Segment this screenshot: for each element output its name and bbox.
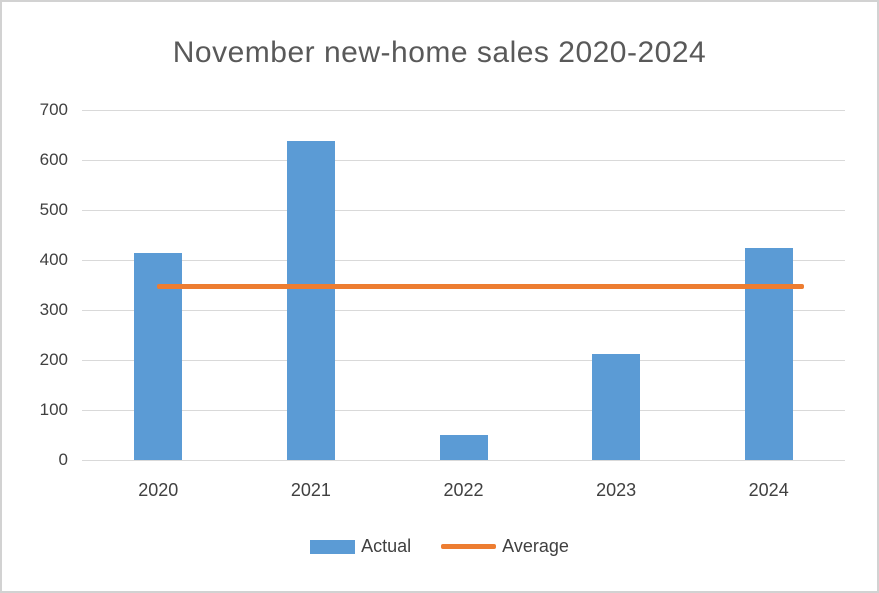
x-tick-label: 2021 <box>290 480 331 500</box>
legend-swatch-average <box>441 544 497 549</box>
y-tick-label: 300 <box>39 300 68 319</box>
legend-label: Actual <box>361 536 412 556</box>
average-line <box>157 283 804 289</box>
y-tick-label: 0 <box>58 450 68 469</box>
gridline <box>82 260 845 261</box>
x-tick-label: 2023 <box>596 480 637 500</box>
x-tick-label: 2022 <box>443 480 484 500</box>
bar <box>439 435 488 460</box>
gridline <box>82 310 845 311</box>
y-tick-label: 400 <box>39 250 68 269</box>
y-tick-label: 100 <box>39 400 68 419</box>
legend-label: Average <box>502 536 569 556</box>
bar <box>744 248 793 460</box>
legend-item: Average <box>441 536 569 557</box>
gridline <box>82 460 845 461</box>
gridline <box>82 410 845 411</box>
bar <box>286 141 335 460</box>
gridline <box>82 110 845 111</box>
x-tick-label: 2020 <box>138 480 179 500</box>
y-tick-label: 200 <box>39 350 68 369</box>
x-tick-label: 2024 <box>748 480 789 500</box>
legend-swatch-actual <box>310 539 356 554</box>
y-tick-label: 600 <box>39 150 68 169</box>
gridline <box>82 160 845 161</box>
gridline <box>82 210 845 211</box>
legend-item: Actual <box>310 536 411 557</box>
chart-title: November new-home sales 2020-2024 <box>172 36 707 69</box>
y-tick-label: 500 <box>39 200 68 219</box>
y-tick-label: 700 <box>39 100 68 119</box>
bar <box>592 353 641 460</box>
legend: Actual Average <box>2 536 877 557</box>
gridline <box>82 360 845 361</box>
